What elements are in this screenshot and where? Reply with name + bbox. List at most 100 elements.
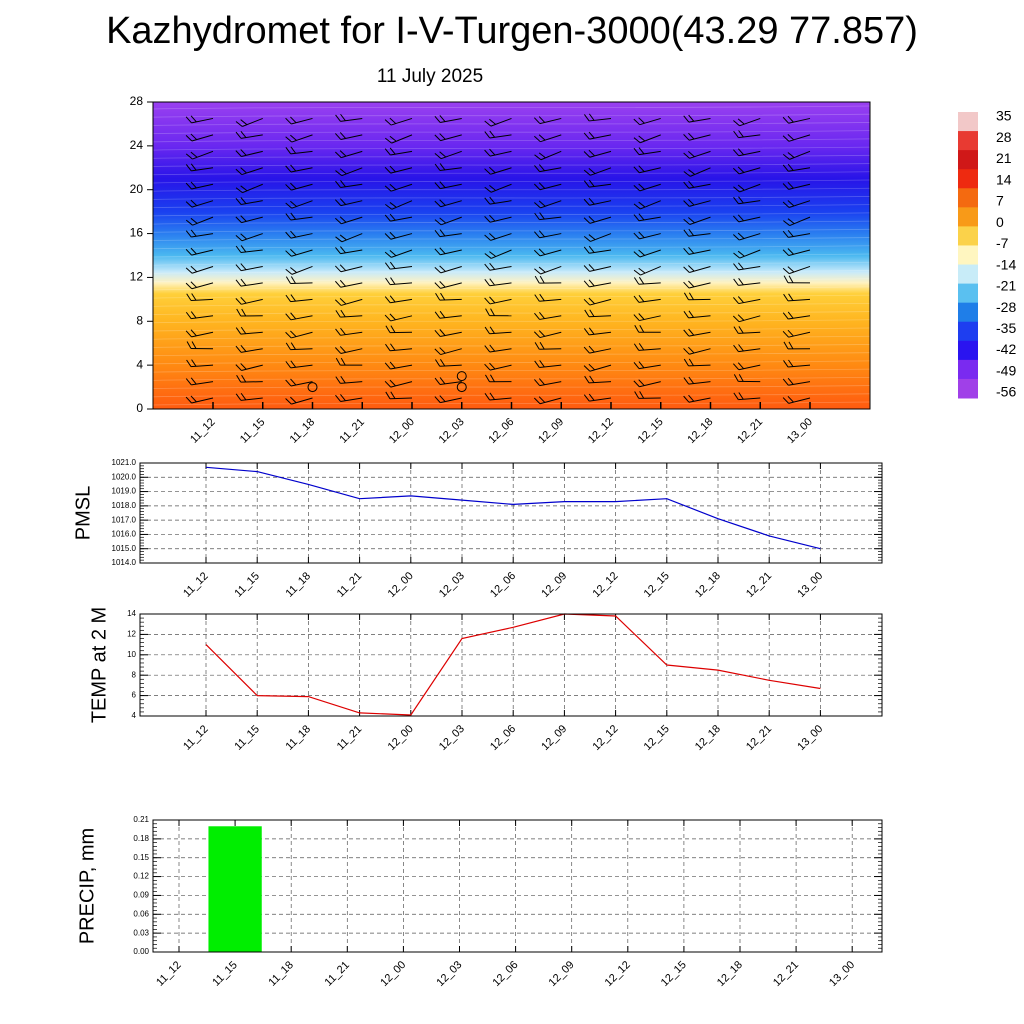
wind-barb <box>384 249 413 258</box>
wind-barb <box>235 149 263 157</box>
wind-barb <box>733 196 761 205</box>
wind-barb <box>186 359 214 368</box>
wind-barb <box>683 167 711 177</box>
panel-xtick-label: 12_09 <box>539 570 569 600</box>
panel-ylabel: PRECIP, mm <box>76 828 98 944</box>
colorbar-segment <box>958 226 978 246</box>
wind-barb <box>335 327 363 336</box>
panel-xtick-label: 11_12 <box>181 723 211 753</box>
wind-barb <box>485 308 512 317</box>
wind-barb <box>534 360 562 368</box>
wind-barb <box>733 130 761 139</box>
wind-barb <box>683 216 711 225</box>
chart-title: Kazhydromet for I-V-Turgen-3000(43.29 77… <box>106 10 918 52</box>
wind-barb <box>583 245 612 254</box>
panel-ytick-label: 14 <box>127 609 136 618</box>
contour-line <box>152 212 871 217</box>
calm-wind-circle <box>307 382 318 393</box>
colorbar-label: -14 <box>996 256 1016 272</box>
wind-barb <box>384 313 413 322</box>
wind-barb <box>285 294 313 303</box>
contour-line <box>152 368 871 373</box>
wind-barb <box>434 181 462 190</box>
panel-xtick-label: 12_03 <box>434 959 464 989</box>
wind-barb <box>235 278 263 287</box>
wind-barb <box>683 247 711 255</box>
panel-xtick-label: 12_15 <box>659 959 689 989</box>
contour-line <box>152 179 871 184</box>
wind-barb <box>782 181 811 190</box>
wind-barb <box>385 391 413 400</box>
wind-barb <box>334 150 363 159</box>
wind-barb <box>683 292 711 301</box>
heatmap-xtick-label: 12_06 <box>486 416 516 446</box>
wind-barb <box>533 248 562 257</box>
contour-line <box>152 385 871 389</box>
wind-barb <box>633 276 661 285</box>
wind-barb <box>683 358 711 367</box>
wind-barb <box>782 200 811 208</box>
wind-barb <box>285 276 313 284</box>
wind-barb <box>285 134 313 143</box>
colorbar-segment <box>958 264 978 285</box>
colorbar-label: 35 <box>996 108 1012 124</box>
wind-barb <box>783 275 811 284</box>
wind-barb <box>484 214 512 223</box>
wind-barb <box>683 328 711 337</box>
wind-barb <box>185 133 214 142</box>
wind-barb <box>484 166 512 175</box>
wind-barb <box>235 326 263 335</box>
wind-barb <box>434 358 462 367</box>
wind-barb <box>484 148 512 157</box>
panel-ytick-label: 0.06 <box>133 909 149 918</box>
panel-xtick-label: 11_15 <box>210 959 240 989</box>
wind-barb <box>485 374 512 383</box>
wind-barb <box>733 183 761 193</box>
wind-barb <box>285 330 313 339</box>
wind-barb <box>384 213 413 222</box>
colorbar-segment <box>958 321 978 342</box>
wind-barb <box>733 326 761 334</box>
panel-xtick-label: 12_12 <box>590 723 620 753</box>
wind-barb <box>733 148 761 157</box>
colorbar-segment <box>958 378 978 399</box>
wind-barb <box>384 165 413 174</box>
wind-barb <box>633 183 661 192</box>
colorbar-segment <box>958 245 978 266</box>
heatmap-ytick-label: 16 <box>130 226 144 240</box>
colorbar-segment <box>958 359 978 380</box>
wind-barb <box>484 362 512 371</box>
wind-barb <box>185 150 214 160</box>
wind-barb <box>733 117 761 127</box>
contour-line <box>152 319 871 324</box>
wind-barb <box>533 116 562 125</box>
wind-barb <box>235 344 263 353</box>
panel-xtick-label: 12_00 <box>386 570 416 600</box>
panel-xtick-label: 11_18 <box>284 723 314 753</box>
colorbar-segment <box>958 131 978 151</box>
wind-barb <box>733 374 761 383</box>
wind-barb <box>185 311 214 320</box>
panel-ytick-label: 8 <box>132 670 137 679</box>
wind-barb <box>683 376 711 385</box>
wind-barb <box>783 293 811 302</box>
contour-line <box>152 302 871 307</box>
wind-barb <box>584 309 612 318</box>
colorbar-segment <box>958 340 978 361</box>
wind-barb <box>534 134 562 143</box>
wind-barb <box>683 346 711 355</box>
contour-line <box>152 163 871 167</box>
wind-barb <box>285 164 313 173</box>
wind-barb <box>384 134 413 144</box>
wind-barb <box>782 216 811 227</box>
wind-barb <box>185 329 214 338</box>
wind-barb <box>385 277 413 286</box>
wind-barb <box>285 378 313 387</box>
wind-barb <box>334 298 363 306</box>
wind-barb <box>534 164 562 173</box>
panel-xtick-label: 12_18 <box>715 959 745 989</box>
contour-line <box>152 286 871 291</box>
wind-barb <box>334 198 363 207</box>
contour-line <box>152 352 871 357</box>
panel-xtick-label: 12_18 <box>693 723 723 753</box>
